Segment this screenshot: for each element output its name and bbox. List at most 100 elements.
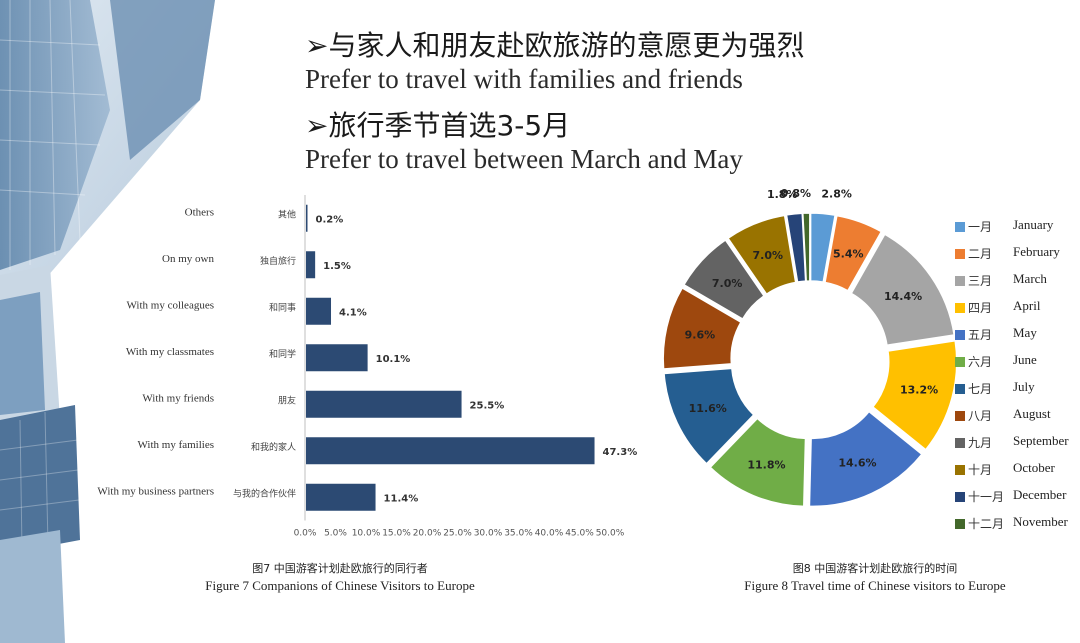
category-label-cn: 和同事 <box>269 301 296 313</box>
bar-value-label: 0.2% <box>316 214 344 225</box>
legend-swatch <box>955 357 965 367</box>
doughnut-slice <box>682 238 766 321</box>
legend-label-cn: 十月 <box>968 463 993 477</box>
bar <box>306 390 462 418</box>
legend-label-en: February <box>1013 244 1060 259</box>
legend-label-cn: 三月 <box>968 274 993 288</box>
bar <box>306 483 376 511</box>
headline-1-en: Prefer to travel with families and frien… <box>305 64 743 94</box>
bar <box>306 297 332 325</box>
legend-swatch <box>955 249 965 259</box>
slice-value-label: 11.8% <box>747 458 785 471</box>
legend-swatch <box>955 411 965 421</box>
slice-value-label: 11.6% <box>689 402 727 415</box>
legend-label-en: September <box>1013 433 1069 448</box>
legend-label-en: March <box>1013 271 1047 286</box>
doughnut-slice <box>808 410 923 508</box>
headline-2-en: Prefer to travel between March and May <box>305 144 743 174</box>
legend-swatch <box>955 465 965 475</box>
category-label-cn: 朋友 <box>278 394 296 406</box>
legend-swatch <box>955 384 965 394</box>
legend-swatch <box>955 330 965 340</box>
legend-label-en: January <box>1013 217 1054 232</box>
doughnut-slice <box>709 417 807 508</box>
figure-7-title-cn: 图7 中国游客计划赴欧旅行的同行者 <box>252 562 428 575</box>
headline-1: ➢与家人和朋友赴欧旅游的意愿更为强烈 Prefer to travel with… <box>305 32 804 93</box>
slice-value-label: 5.4% <box>833 248 864 261</box>
slice-value-label: 14.6% <box>838 457 876 470</box>
x-tick-label: 0.0% <box>294 529 317 539</box>
legend-label-en: July <box>1013 379 1035 394</box>
x-tick-label: 5.0% <box>324 529 347 539</box>
legend-label-cn: 五月 <box>968 328 993 342</box>
doughnut-slice <box>663 367 755 465</box>
x-tick-label: 40.0% <box>535 529 564 539</box>
doughnut-slice <box>726 214 797 296</box>
legend-swatch <box>955 303 965 313</box>
category-label-cn: 和我的家人 <box>251 441 296 453</box>
category-label-en: With my friends <box>142 392 214 404</box>
figure-7-caption: 图7 中国游客计划赴欧旅行的同行者 Figure 7 Companions of… <box>180 560 500 594</box>
legend-label-cn: 八月 <box>968 409 993 423</box>
slice-value-label: 7.0% <box>752 249 783 262</box>
arrow-bullet-icon: ➢ <box>305 29 329 62</box>
slice-value-label: 9.6% <box>685 329 716 342</box>
slice-value-label: 0.8% <box>781 187 812 200</box>
bar-value-label: 47.3% <box>603 447 638 458</box>
legend-label-cn: 七月 <box>968 382 993 396</box>
doughnut-slice <box>850 233 956 347</box>
doughnut-slice <box>802 212 811 282</box>
legend-label-cn: 四月 <box>968 301 993 315</box>
x-tick-label: 45.0% <box>565 529 594 539</box>
category-label-en: With my colleagues <box>126 299 214 311</box>
legend-label-cn: 六月 <box>968 355 993 369</box>
slice-value-label: 7.0% <box>712 277 743 290</box>
arrow-bullet-icon: ➢ <box>305 109 329 142</box>
bar <box>306 344 368 372</box>
category-label-cn: 和同学 <box>269 348 296 360</box>
legend-label-en: August <box>1013 406 1051 421</box>
doughnut-slice <box>662 286 743 370</box>
x-tick-label: 20.0% <box>413 529 442 539</box>
doughnut-slice <box>824 214 883 292</box>
companions-bar-chart: Others 其他 0.2% On my own 独自旅行 1.5% With my col… <box>97 195 638 539</box>
legend-swatch <box>955 519 965 529</box>
x-tick-label: 10.0% <box>352 529 381 539</box>
slice-value-label: 14.4% <box>884 290 922 303</box>
x-tick-label: 50.0% <box>596 529 625 539</box>
x-tick-label: 25.0% <box>443 529 472 539</box>
category-label-cn: 与我的合作伙伴 <box>233 487 296 499</box>
bar <box>306 204 308 232</box>
category-label-en: On my own <box>162 253 214 265</box>
bar-value-label: 1.5% <box>323 261 351 272</box>
legend-label-cn: 二月 <box>968 247 993 261</box>
headline-1-cn: 与家人和朋友赴欧旅游的意愿更为强烈 <box>328 29 805 62</box>
legend-label-en: May <box>1013 325 1037 340</box>
bar-value-label: 25.5% <box>470 400 505 411</box>
legend-swatch <box>955 276 965 286</box>
legend-label-en: October <box>1013 460 1055 475</box>
slice-value-label: 1.8% <box>767 188 798 201</box>
category-label-en: With my families <box>137 439 214 451</box>
category-label-en: Others <box>185 206 214 218</box>
x-tick-label: 35.0% <box>504 529 533 539</box>
x-tick-label: 30.0% <box>474 529 503 539</box>
figure-8-title-en: Figure 8 Travel time of Chinese visitors… <box>744 578 1006 593</box>
legend-label-cn: 十一月 <box>968 490 1005 504</box>
bar <box>306 437 595 465</box>
building-decoration <box>0 0 215 643</box>
figure-7-title-en: Figure 7 Companions of Chinese Visitors … <box>205 578 475 593</box>
figure-8-caption: 图8 中国游客计划赴欧旅行的时间 Figure 8 Travel time of… <box>715 560 1035 594</box>
legend-label-en: April <box>1013 298 1041 313</box>
slice-value-label: 13.2% <box>900 383 938 396</box>
x-tick-label: 15.0% <box>382 529 411 539</box>
category-label-en: With my business partners <box>97 485 214 497</box>
figure-8-title-cn: 图8 中国游客计划赴欧旅行的时间 <box>792 562 958 575</box>
bar-value-label: 10.1% <box>376 354 411 365</box>
category-label-cn: 其他 <box>278 208 296 220</box>
legend-label-cn: 一月 <box>968 220 993 234</box>
bar-value-label: 4.1% <box>339 307 367 318</box>
legend-swatch <box>955 222 965 232</box>
legend-label-cn: 九月 <box>968 436 993 450</box>
bar-value-label: 11.4% <box>384 493 419 504</box>
